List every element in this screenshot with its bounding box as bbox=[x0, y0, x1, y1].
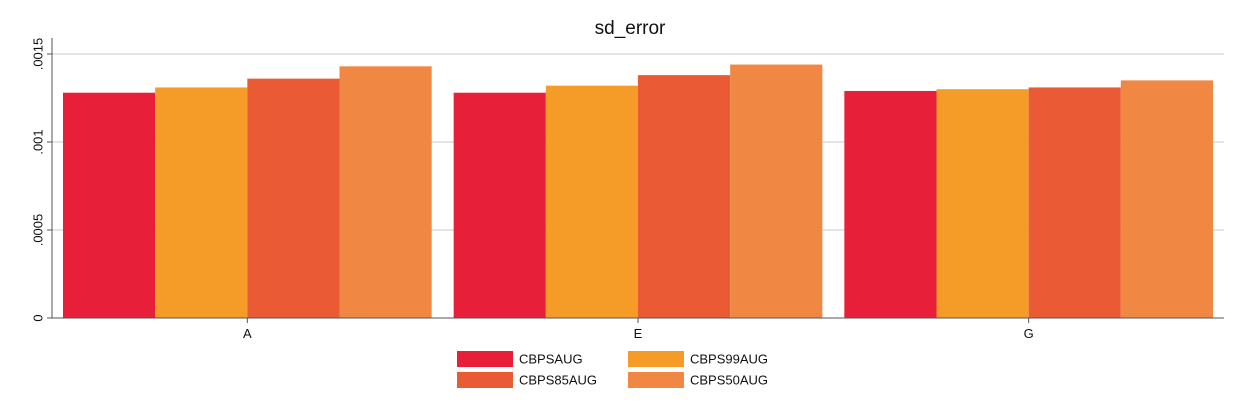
bar-cbpsaug-a bbox=[63, 92, 156, 318]
bar-cbps50aug-a bbox=[339, 66, 432, 318]
bar-cbps99aug-e bbox=[545, 85, 638, 319]
y-tick-label: 0 bbox=[31, 314, 46, 321]
legend-label-cbps99aug: CBPS99AUG bbox=[690, 352, 768, 367]
bar-cbps85aug-e bbox=[638, 75, 731, 319]
y-tick-label: .0005 bbox=[31, 214, 46, 247]
x-tick-label: G bbox=[1024, 326, 1034, 341]
bar-cbps85aug-g bbox=[1028, 87, 1121, 318]
y-tick-label: .0015 bbox=[31, 38, 46, 71]
legend-swatch-cbps85aug bbox=[457, 372, 513, 388]
x-tick-label: E bbox=[634, 326, 643, 341]
chart-title: sd_error bbox=[595, 18, 666, 39]
bar-cbps99aug-g bbox=[936, 89, 1029, 318]
bar-cbpsaug-g bbox=[844, 90, 937, 319]
y-tick-label: .001 bbox=[31, 129, 46, 154]
bar-cbpsaug-e bbox=[453, 92, 546, 318]
axes: 0 .0005 .001 .0015 A E G bbox=[31, 38, 1224, 341]
legend-swatch-cbps50aug bbox=[628, 372, 684, 388]
bar-cbps99aug-a bbox=[155, 87, 248, 318]
legend-label-cbps50aug: CBPS50AUG bbox=[690, 373, 768, 388]
legend: CBPSAUG CBPS99AUG CBPS85AUG CBPS50AUG bbox=[457, 351, 768, 388]
bar-cbps85aug-a bbox=[247, 78, 340, 318]
legend-label-cbps85aug: CBPS85AUG bbox=[519, 373, 597, 388]
legend-label-cbpsaug: CBPSAUG bbox=[519, 352, 583, 367]
bar-cbps50aug-g bbox=[1120, 80, 1213, 319]
bar-cbps50aug-e bbox=[730, 64, 823, 318]
legend-swatch-cbps99aug bbox=[628, 351, 684, 367]
x-tick-label: A bbox=[243, 326, 252, 341]
bars bbox=[63, 64, 1213, 319]
legend-swatch-cbpsaug bbox=[457, 351, 513, 367]
